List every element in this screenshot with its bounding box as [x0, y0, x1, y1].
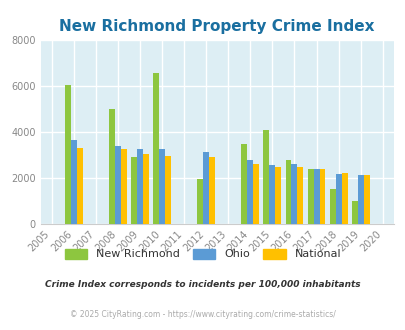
Bar: [131, 157, 136, 224]
Bar: [319, 169, 325, 224]
Bar: [285, 160, 291, 224]
Bar: [164, 156, 171, 224]
Bar: [209, 157, 215, 224]
Bar: [121, 149, 126, 224]
Bar: [307, 169, 313, 224]
Bar: [153, 73, 159, 224]
Bar: [202, 152, 209, 224]
Bar: [335, 174, 341, 224]
Bar: [136, 148, 143, 224]
Bar: [357, 176, 363, 224]
Bar: [341, 173, 347, 224]
Bar: [253, 164, 259, 224]
Legend: New Richmond, Ohio, National: New Richmond, Ohio, National: [59, 243, 346, 265]
Bar: [291, 164, 297, 224]
Bar: [329, 189, 335, 224]
Bar: [269, 165, 275, 224]
Bar: [247, 160, 253, 224]
Bar: [77, 148, 83, 224]
Bar: [65, 84, 70, 224]
Bar: [159, 148, 164, 224]
Bar: [241, 144, 247, 224]
Bar: [275, 167, 281, 224]
Bar: [363, 175, 369, 224]
Text: Crime Index corresponds to incidents per 100,000 inhabitants: Crime Index corresponds to incidents per…: [45, 280, 360, 289]
Title: New Richmond Property Crime Index: New Richmond Property Crime Index: [59, 19, 374, 34]
Bar: [351, 201, 357, 224]
Bar: [143, 154, 149, 224]
Bar: [263, 130, 269, 224]
Bar: [70, 140, 77, 224]
Bar: [109, 109, 115, 224]
Bar: [197, 180, 202, 224]
Bar: [297, 167, 303, 224]
Bar: [115, 146, 121, 224]
Bar: [313, 169, 319, 224]
Text: © 2025 CityRating.com - https://www.cityrating.com/crime-statistics/: © 2025 CityRating.com - https://www.city…: [70, 310, 335, 319]
